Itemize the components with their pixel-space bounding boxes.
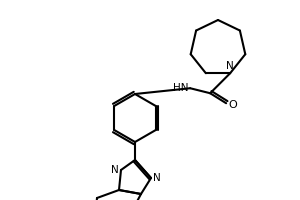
Text: HN: HN	[172, 83, 188, 93]
Text: N: N	[226, 61, 234, 71]
Text: N: N	[153, 173, 161, 183]
Text: O: O	[228, 100, 237, 110]
Text: N: N	[111, 165, 119, 175]
